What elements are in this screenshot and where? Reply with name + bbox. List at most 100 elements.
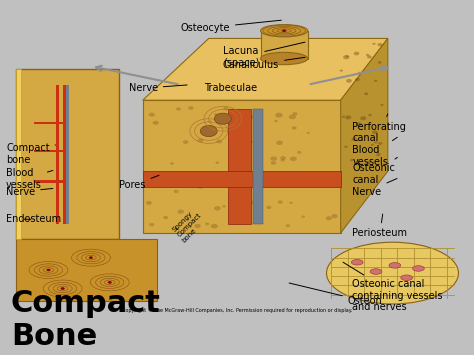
Circle shape [356, 122, 362, 126]
Circle shape [286, 224, 290, 227]
Polygon shape [228, 109, 251, 224]
Circle shape [223, 107, 228, 110]
Ellipse shape [370, 269, 382, 274]
Circle shape [173, 190, 179, 193]
Ellipse shape [401, 275, 412, 280]
Circle shape [241, 133, 248, 138]
Circle shape [376, 153, 381, 156]
Polygon shape [261, 31, 308, 59]
Circle shape [301, 215, 305, 218]
Circle shape [235, 136, 239, 138]
Text: Blood
vessels: Blood vessels [6, 168, 53, 190]
Circle shape [372, 130, 378, 134]
Ellipse shape [351, 260, 363, 265]
Polygon shape [143, 100, 341, 233]
Circle shape [176, 107, 181, 110]
Circle shape [232, 122, 237, 125]
Circle shape [244, 158, 247, 160]
Circle shape [289, 182, 294, 185]
Circle shape [149, 113, 155, 117]
FancyBboxPatch shape [35, 180, 65, 182]
Circle shape [300, 181, 307, 185]
Circle shape [290, 157, 297, 161]
Circle shape [346, 79, 352, 83]
FancyBboxPatch shape [16, 239, 157, 301]
Circle shape [266, 206, 271, 209]
Circle shape [200, 126, 217, 137]
Text: Nerve: Nerve [6, 187, 53, 197]
Circle shape [331, 214, 337, 218]
Circle shape [46, 269, 50, 271]
Circle shape [237, 220, 243, 224]
Ellipse shape [261, 24, 308, 37]
Circle shape [251, 141, 255, 143]
Text: Nerve: Nerve [128, 83, 187, 93]
Text: Perforating
canal: Perforating canal [353, 114, 406, 143]
Text: Pores: Pores [119, 175, 159, 191]
FancyBboxPatch shape [16, 69, 21, 239]
Circle shape [275, 113, 283, 118]
Text: Canaliculus: Canaliculus [223, 58, 305, 70]
Circle shape [367, 161, 371, 164]
Circle shape [216, 162, 219, 164]
Circle shape [229, 148, 236, 153]
Circle shape [256, 185, 259, 187]
Text: Periosteum: Periosteum [353, 214, 408, 238]
Circle shape [281, 159, 285, 162]
Circle shape [371, 144, 374, 146]
Circle shape [170, 162, 174, 165]
Text: Trabeculae: Trabeculae [204, 83, 257, 93]
Ellipse shape [389, 263, 401, 268]
Circle shape [350, 159, 354, 161]
Circle shape [253, 120, 256, 122]
Circle shape [355, 78, 360, 81]
Circle shape [254, 145, 260, 149]
Circle shape [280, 156, 286, 160]
Circle shape [292, 112, 298, 115]
Ellipse shape [261, 52, 308, 65]
Ellipse shape [412, 266, 424, 271]
Circle shape [183, 140, 188, 144]
Circle shape [356, 162, 361, 165]
Circle shape [178, 209, 184, 214]
Text: Nerve: Nerve [353, 179, 397, 197]
Text: Spongy
Compact
bone: Spongy Compact bone [171, 207, 207, 243]
Circle shape [342, 116, 345, 118]
Circle shape [188, 106, 193, 110]
Circle shape [378, 61, 382, 64]
Polygon shape [341, 38, 388, 233]
Text: Compact
bone: Compact bone [6, 143, 55, 165]
Circle shape [344, 146, 347, 148]
Circle shape [214, 113, 218, 115]
Circle shape [351, 137, 357, 141]
Circle shape [205, 223, 210, 225]
Circle shape [354, 51, 359, 55]
Ellipse shape [327, 242, 458, 304]
Circle shape [360, 116, 366, 120]
Circle shape [278, 201, 283, 204]
Circle shape [214, 113, 231, 124]
Circle shape [289, 202, 292, 204]
Circle shape [364, 92, 368, 95]
Circle shape [274, 120, 278, 122]
Circle shape [189, 173, 192, 175]
Circle shape [149, 223, 155, 226]
Circle shape [255, 122, 262, 127]
Circle shape [346, 55, 349, 57]
Circle shape [368, 114, 372, 116]
Circle shape [153, 121, 159, 125]
FancyBboxPatch shape [35, 149, 65, 152]
Circle shape [222, 205, 226, 208]
FancyBboxPatch shape [55, 85, 59, 224]
Circle shape [89, 256, 93, 259]
Circle shape [307, 132, 310, 134]
Circle shape [214, 206, 221, 211]
Circle shape [270, 157, 277, 161]
Polygon shape [254, 109, 263, 224]
Circle shape [271, 161, 276, 165]
Circle shape [326, 216, 332, 220]
Circle shape [373, 43, 375, 45]
Circle shape [289, 115, 296, 119]
Circle shape [292, 126, 297, 130]
FancyBboxPatch shape [66, 85, 69, 224]
